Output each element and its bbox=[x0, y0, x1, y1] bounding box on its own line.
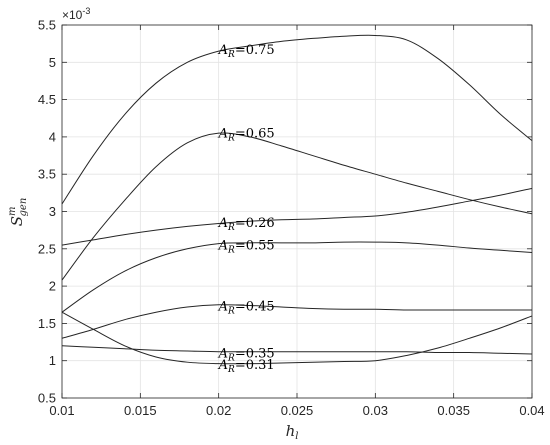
series-line-3 bbox=[61, 241, 533, 313]
series-line-2 bbox=[61, 187, 533, 246]
series-label-4: AR=0.45 bbox=[218, 300, 275, 317]
x-tick-label: 0.015 bbox=[124, 403, 157, 418]
x-tick-label: 0.04 bbox=[519, 403, 544, 418]
x-axis-label: hl bbox=[286, 422, 299, 442]
x-tick-label: 0.035 bbox=[437, 403, 470, 418]
svg-text:¯: ¯ bbox=[0, 213, 11, 219]
svg-text:Smgen: Smgen bbox=[7, 198, 29, 227]
y-tick-label: 3 bbox=[49, 204, 56, 219]
series-lines bbox=[61, 34, 533, 365]
series-line-5 bbox=[61, 345, 533, 355]
x-axis-ticks: 0.01 0.015 0.02 0.025 0.03 0.035 0.04 bbox=[49, 25, 545, 418]
y-tick-label: 0.5 bbox=[38, 391, 56, 406]
series-label-5: AR=0.35 bbox=[218, 347, 275, 364]
series-line-0 bbox=[61, 34, 533, 205]
series-line-4 bbox=[61, 304, 532, 339]
y-axis-ticks: 0.5 1 1.5 2 2.5 3 3.5 4 4.5 5 5.5 bbox=[38, 18, 532, 406]
series-label-6: AR=0.31 bbox=[218, 358, 275, 375]
y-exponent-label: ×10-3 bbox=[62, 6, 90, 22]
series-label-3: AR=0.55 bbox=[218, 239, 275, 256]
y-tick-label: 3.5 bbox=[38, 167, 56, 182]
y-axis-label: Smgen ¯ bbox=[0, 198, 29, 227]
y-tick-label: 4.5 bbox=[38, 92, 56, 107]
series-label-0: AR=0.75 bbox=[218, 43, 275, 60]
y-tick-label: 5 bbox=[49, 55, 56, 70]
series-line-6 bbox=[61, 311, 533, 365]
x-tick-label: 0.02 bbox=[206, 403, 231, 418]
x-tick-label: 0.025 bbox=[281, 403, 314, 418]
x-tick-label: 0.03 bbox=[363, 403, 388, 418]
series-label-1: AR=0.65 bbox=[218, 127, 275, 144]
series-labels: AR=0.75 AR=0.65 AR=0.26 AR=0.55 AR=0.45 AR=0.… bbox=[218, 43, 275, 375]
y-tick-label: 1 bbox=[49, 353, 56, 368]
x-tick-label: 0.01 bbox=[49, 403, 74, 418]
y-tick-label: 1.5 bbox=[38, 316, 56, 331]
y-tick-label: 5.5 bbox=[38, 18, 56, 33]
series-line-1 bbox=[61, 132, 533, 281]
y-tick-label: 4 bbox=[49, 129, 56, 144]
series-label-2: AR=0.26 bbox=[218, 216, 275, 233]
y-tick-label: 2.5 bbox=[38, 241, 56, 256]
y-tick-label: 2 bbox=[49, 279, 56, 294]
